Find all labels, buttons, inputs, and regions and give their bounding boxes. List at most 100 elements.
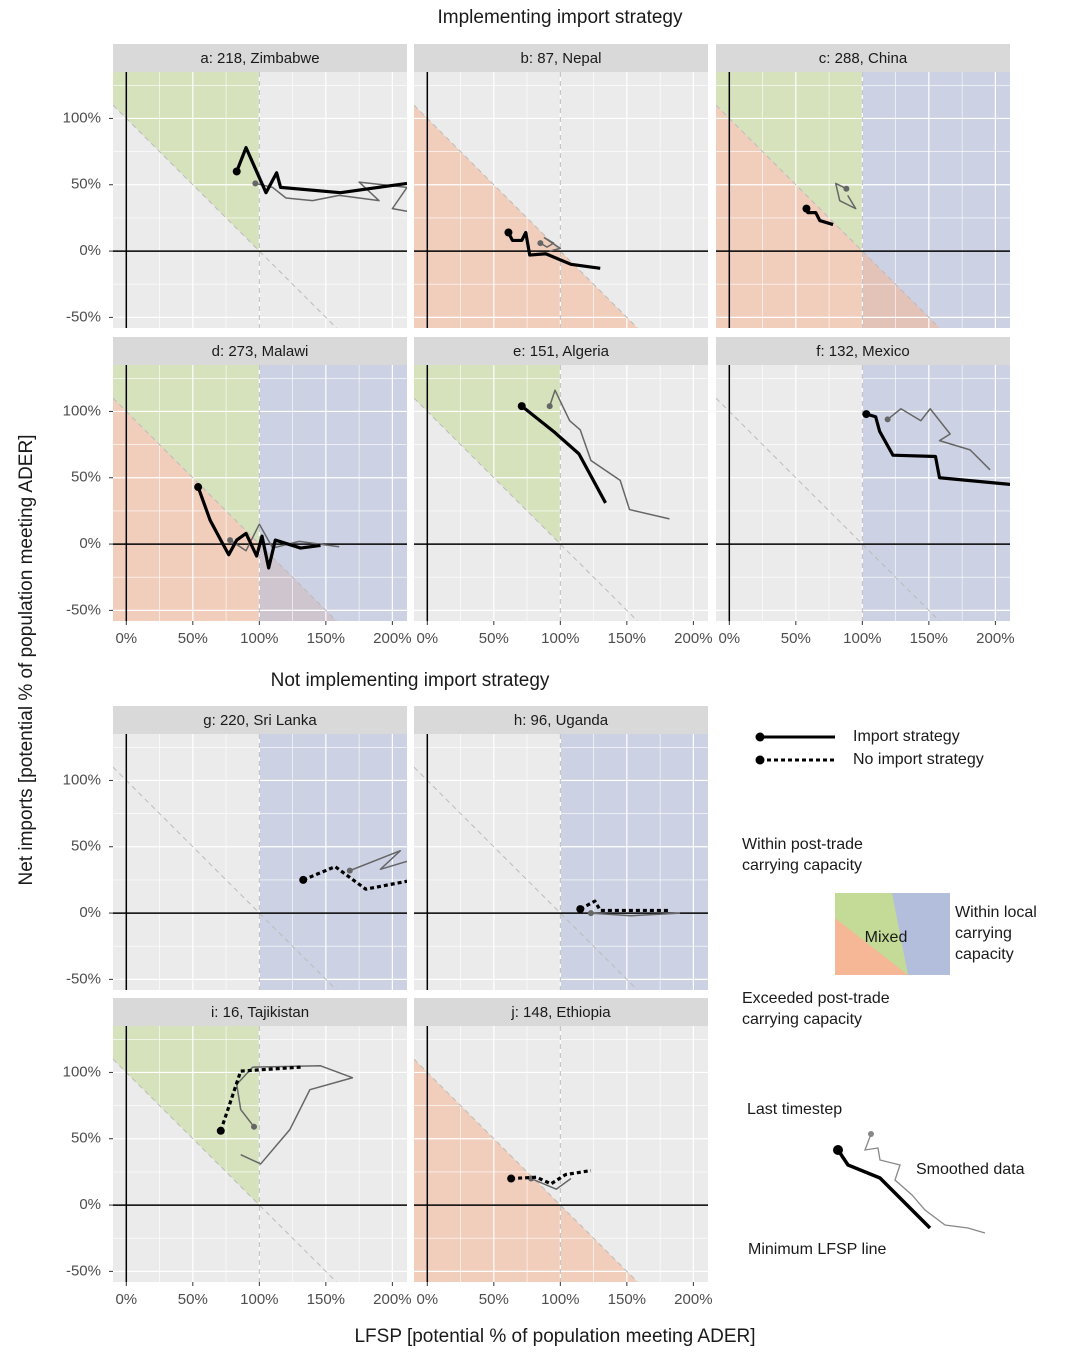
plot-area [414,1026,708,1282]
strip [414,44,708,72]
y-tick-label: 0% [79,1196,101,1213]
legend-dot [755,732,765,742]
strip [716,337,1010,365]
plot-area [716,365,1010,621]
x-tick-label: 100% [541,1291,579,1308]
region-post-trade [414,365,561,545]
start-point [862,410,871,419]
start-point [346,867,353,874]
schematic-label: Last timestep [747,1101,842,1118]
region-local [259,365,407,621]
panel-title: g: 220, Sri Lanka [203,712,317,729]
start-point [232,167,241,176]
y-tick-label: -50% [66,601,101,618]
schematic-label: Minimum LFSP line [748,1241,887,1258]
legend-label: Within local carrying capacity [955,904,1037,963]
x-tick-label: 0% [115,1291,137,1308]
legend-swatch: Mixed [835,893,950,975]
x-tick-label: 100% [240,1291,278,1308]
y-tick-label: 100% [63,1063,101,1080]
plot-area [414,72,708,328]
smoothed-line [834,182,857,210]
panel: e: 151, Algeria 0% 50% 100% 150% 200% [414,337,713,647]
smoothed-line [548,389,670,520]
start-point [504,228,513,237]
x-tick-label: 50% [178,1291,208,1308]
panel: b: 87, Nepal [414,44,708,328]
smoothed-line [539,237,562,252]
smoothed-line [530,1177,572,1190]
panel: h: 96, Uganda [414,706,708,990]
region-local [862,72,1010,328]
start-point [194,483,203,492]
y-tick-label: 100% [63,109,101,126]
plot-area [113,1026,407,1282]
start-point [252,180,259,187]
panel-title: j: 148, Ethiopia [510,1004,611,1021]
region-local [862,365,1010,621]
y-tick-label: 50% [71,838,101,855]
x-tick-label: 150% [910,630,948,647]
x-tick-label: 150% [608,1291,646,1308]
x-tick-label: 50% [178,630,208,647]
x-tick-label: 0% [718,630,740,647]
start-point [576,905,585,914]
panel: f: 132, Mexico 0% 50% 100% 150% 200% [716,337,1015,647]
panel: d: 273, Malawi -50% 0% 50% 100% 0% 50% 100% 150%… [63,337,412,647]
legend-label: Import strategy [853,728,960,745]
y-tick-label: -50% [66,308,101,325]
strip [414,706,708,734]
strip [414,337,708,365]
panel-title: a: 218, Zimbabwe [200,50,319,67]
plot-area [414,734,708,990]
threshold-diagonal [113,1058,337,1282]
threshold-diagonal [113,766,337,990]
section-title: Implementing import strategy [438,7,683,28]
schematic-label: Smoothed data [916,1161,1025,1178]
min-lfsp-line [302,865,407,891]
smoothed-line [590,912,681,917]
schematic-min-line [836,1149,932,1230]
min-lfsp-line [865,412,1010,486]
smoothed-line [887,408,991,471]
schematic-smoothed [864,1133,986,1234]
mixed-label: Mixed [865,929,908,946]
smoothed-line [349,849,407,872]
x-tick-label: 200% [373,630,411,647]
y-tick-label: 50% [71,176,101,193]
schematic-dot [868,1131,874,1137]
min-lfsp-line [196,486,321,570]
x-tick-label: 200% [976,630,1014,647]
min-lfsp-line [235,146,407,195]
x-tick-label: 50% [781,630,811,647]
panel-title: f: 132, Mexico [816,343,909,360]
x-tick-label: 100% [843,630,881,647]
region-post-trade [716,72,863,252]
y-tick-label: -50% [66,1262,101,1279]
y-tick-label: 100% [63,402,101,419]
region-post-trade [113,365,260,545]
plot-area [716,72,1010,328]
x-tick-label: 200% [674,1291,712,1308]
min-lfsp-line [520,404,607,504]
smoothed-line [235,1065,354,1165]
threshold-diagonal [414,397,638,621]
x-tick-label: 0% [416,1291,438,1308]
swatch-exceeded [835,918,908,975]
threshold-diagonal [716,104,940,328]
threshold-diagonal [113,104,337,328]
threshold-diagonal [113,397,337,621]
strip [113,44,407,72]
y-tick-label: 0% [79,242,101,259]
strip [113,998,407,1026]
panel: g: 220, Sri Lanka -50% 0% 50% 100% [63,706,407,990]
panel-title: c: 288, China [819,50,908,67]
plot-area [113,365,407,621]
start-point [884,416,891,423]
legend-label: Within post-trade carrying capacity [742,836,863,874]
threshold-diagonal [414,1058,638,1282]
y-tick-label: -50% [66,970,101,987]
plot-area [113,734,407,990]
